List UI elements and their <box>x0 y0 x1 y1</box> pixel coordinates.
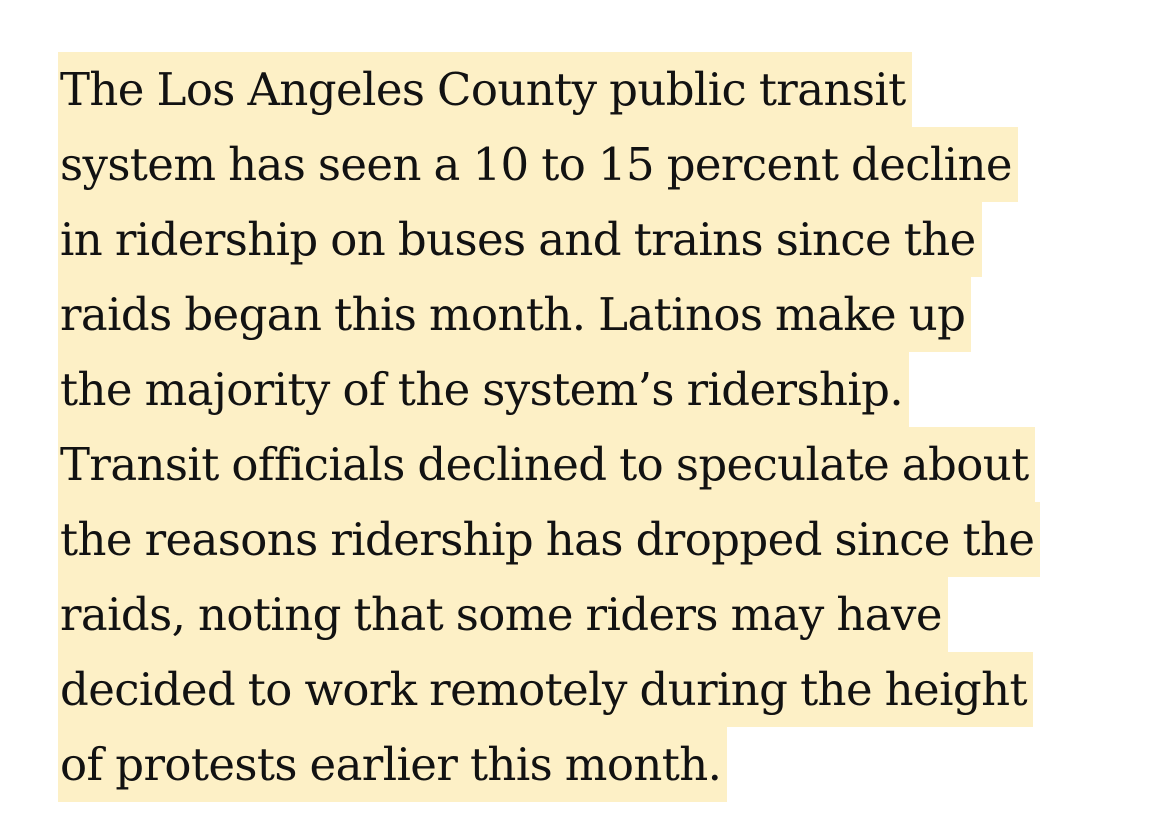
excerpt-line-2: system has seen a 10 to 15 percent decli… <box>58 127 1160 202</box>
highlighted-text: raids began this month. Latinos make up <box>58 277 972 352</box>
highlighted-text: system has seen a 10 to 15 percent decli… <box>58 127 1018 202</box>
excerpt-line-9: decided to work remotely during the heig… <box>58 652 1160 727</box>
excerpt-line-3: in ridership on buses and trains since t… <box>58 202 1160 277</box>
highlighted-text: The Los Angeles County public transit <box>58 52 912 127</box>
highlighted-text: the majority of the system’s ridership. <box>58 352 910 427</box>
excerpt-line-10: of protests earlier this month. <box>58 727 1160 802</box>
excerpt-line-1: The Los Angeles County public transit <box>58 52 1160 127</box>
highlighted-article-excerpt: The Los Angeles County public transit sy… <box>58 52 1160 802</box>
excerpt-line-8: raids, noting that some riders may have <box>58 577 1160 652</box>
highlighted-text: in ridership on buses and trains since t… <box>58 202 982 277</box>
excerpt-line-5: the majority of the system’s ridership. <box>58 352 1160 427</box>
highlighted-text: Transit officials declined to speculate … <box>58 427 1035 502</box>
highlighted-text: decided to work remotely during the heig… <box>58 652 1033 727</box>
highlighted-text: of protests earlier this month. <box>58 727 728 802</box>
excerpt-line-7: the reasons ridership has dropped since … <box>58 502 1160 577</box>
highlighted-text: the reasons ridership has dropped since … <box>58 502 1041 577</box>
highlighted-text: raids, noting that some riders may have <box>58 577 948 652</box>
excerpt-line-6: Transit officials declined to speculate … <box>58 427 1160 502</box>
excerpt-line-4: raids began this month. Latinos make up <box>58 277 1160 352</box>
